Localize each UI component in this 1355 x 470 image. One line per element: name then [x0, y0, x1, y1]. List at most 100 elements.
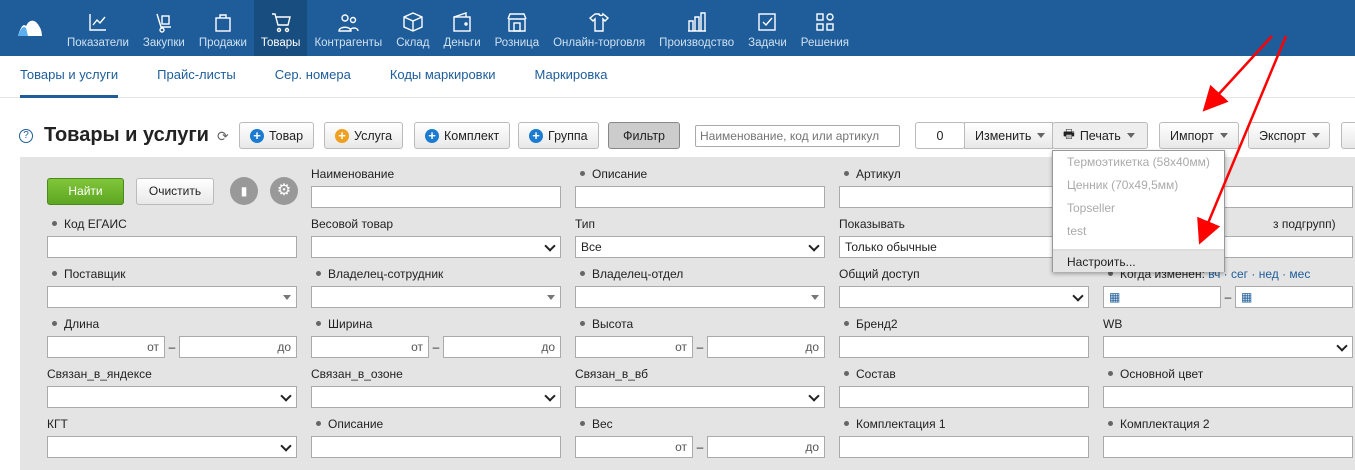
filter-button[interactable]: Фильтр — [608, 122, 680, 149]
export-button[interactable]: Экспорт — [1248, 122, 1330, 149]
range-from-input[interactable]: от — [575, 436, 693, 458]
calendar-icon[interactable]: ▦ — [1109, 290, 1121, 304]
select[interactable] — [311, 286, 561, 308]
select[interactable] — [839, 286, 1089, 308]
range-from-input[interactable]: от — [47, 336, 165, 358]
nav-item[interactable]: Закупки — [136, 0, 192, 56]
field-label: з подгрупп) — [1103, 217, 1353, 233]
nav-item[interactable]: Контрагенты — [307, 0, 389, 56]
nav-item[interactable]: Склад — [389, 0, 436, 56]
range-from-input[interactable]: от — [311, 336, 429, 358]
field-label: Описание — [575, 167, 825, 183]
logo[interactable] — [0, 0, 60, 56]
label-text: Описание — [328, 417, 384, 431]
chart-line-icon — [89, 14, 106, 31]
select[interactable] — [1103, 336, 1353, 358]
period-links[interactable]: вч · сег · нед · мес — [1208, 267, 1311, 281]
nav-item[interactable]: Задачи — [741, 0, 794, 56]
range-to-input[interactable]: до — [179, 336, 297, 358]
text-input[interactable] — [47, 236, 297, 258]
field-label: Владелец-сотрудник — [311, 267, 561, 283]
select[interactable] — [47, 286, 297, 308]
label-text: з подгрупп) — [1273, 217, 1336, 231]
refresh-icon[interactable]: ⟳ — [217, 128, 229, 144]
range-to-input[interactable]: до — [707, 436, 825, 458]
date-to-input[interactable]: ▦ — [1235, 286, 1353, 308]
select[interactable]: Все — [575, 236, 825, 258]
select[interactable] — [575, 286, 825, 308]
nav-item[interactable]: Производство — [652, 0, 741, 56]
menu-item[interactable]: test — [1067, 224, 1087, 238]
subnav-tab[interactable]: Товары и услуги — [20, 56, 119, 98]
text-input[interactable] — [1103, 436, 1353, 458]
subnav-tab[interactable]: Маркировка — [534, 66, 608, 82]
range-from-input[interactable]: от — [575, 336, 693, 358]
nav-label: Контрагенты — [314, 37, 383, 49]
nav-item[interactable]: Товары — [253, 0, 308, 56]
filter-panel: Найти Очистить ▮ ⚙ Наименование Описание А… — [20, 157, 1355, 470]
add-group-button[interactable]: + Группа — [518, 122, 599, 149]
configure-menu-item[interactable]: Настроить... — [1053, 249, 1224, 272]
nav-item[interactable]: Решения — [794, 0, 856, 56]
print-button[interactable]: 🖶 Печать — [1052, 122, 1148, 149]
select[interactable] — [311, 236, 561, 258]
subnav-tab[interactable]: Коды маркировки — [389, 66, 496, 82]
search-input[interactable] — [695, 125, 900, 147]
menu-item[interactable]: Ценник (70x49,5мм) — [1067, 178, 1179, 192]
nav-item[interactable]: Показатели — [60, 0, 136, 56]
edit-button[interactable]: Изменить — [964, 122, 1053, 149]
bookmark-icon[interactable]: ▮ — [230, 177, 258, 205]
label-text: Бренд2 — [856, 317, 898, 331]
text-input[interactable] — [839, 436, 1089, 458]
label-text: Наименование — [311, 167, 395, 181]
import-button[interactable]: Импорт — [1159, 122, 1239, 149]
dash: – — [432, 340, 440, 354]
date-from-input[interactable]: ▦ — [1103, 286, 1221, 308]
text-input[interactable] — [575, 186, 825, 208]
gear-icon[interactable]: ⚙ — [270, 177, 298, 205]
field-label: Код ЕГАИС — [47, 217, 297, 233]
help-icon[interactable]: ? — [19, 129, 33, 143]
label: Изменить — [975, 128, 1032, 143]
nav-item[interactable]: Деньги — [436, 0, 487, 56]
label-text: WB — [1103, 317, 1123, 331]
dash: – — [168, 340, 176, 354]
select[interactable] — [47, 436, 297, 458]
label-text: Код ЕГАИС — [64, 217, 127, 231]
calendar-icon[interactable]: ▦ — [1241, 290, 1253, 304]
select[interactable] — [47, 386, 297, 408]
nav-item[interactable]: Онлайн-торговля — [546, 0, 652, 56]
text-input[interactable] — [311, 186, 561, 208]
add-product-button[interactable]: + Товар — [239, 122, 315, 149]
shirt-icon — [589, 12, 610, 32]
text-input[interactable] — [1103, 386, 1353, 408]
range-to-input[interactable]: до — [443, 336, 561, 358]
text-input[interactable] — [311, 436, 561, 458]
subnav-tab[interactable]: Прайс-листы — [157, 66, 236, 82]
label-text: Общий доступ — [839, 267, 920, 281]
select[interactable] — [311, 386, 561, 408]
label: Экспорт — [1259, 128, 1306, 143]
field-label: Связан_в_яндексе — [47, 367, 297, 383]
menu-item[interactable]: Термоэтикетка (58x40мм) — [1067, 155, 1210, 169]
print-menu: Термоэтикетка (58x40мм) Ценник (70x49,5м… — [1052, 150, 1225, 272]
menu-item[interactable]: Topseller — [1067, 201, 1116, 215]
range-to-input[interactable]: до — [707, 336, 825, 358]
more-button[interactable] — [1341, 122, 1355, 149]
select[interactable]: Только обычные — [839, 236, 1089, 258]
text-input[interactable] — [839, 386, 1089, 408]
caret-icon — [1311, 133, 1320, 138]
field-label: Владелец-отдел — [575, 267, 825, 283]
subnav-tab[interactable]: Сер. номера — [274, 66, 351, 82]
select[interactable] — [575, 386, 825, 408]
clear-button[interactable]: Очистить — [136, 177, 214, 205]
nav-item[interactable]: Продажи — [192, 0, 254, 56]
add-service-button[interactable]: + Услуга — [324, 122, 404, 149]
apps-icon — [816, 13, 834, 31]
label-text: Длина — [64, 317, 100, 331]
text-input[interactable] — [839, 336, 1089, 358]
nav-item[interactable]: Розница — [488, 0, 546, 56]
find-button[interactable]: Найти — [47, 177, 124, 205]
add-kit-button[interactable]: + Комплект — [414, 122, 511, 149]
nav-label: Склад — [396, 37, 430, 49]
